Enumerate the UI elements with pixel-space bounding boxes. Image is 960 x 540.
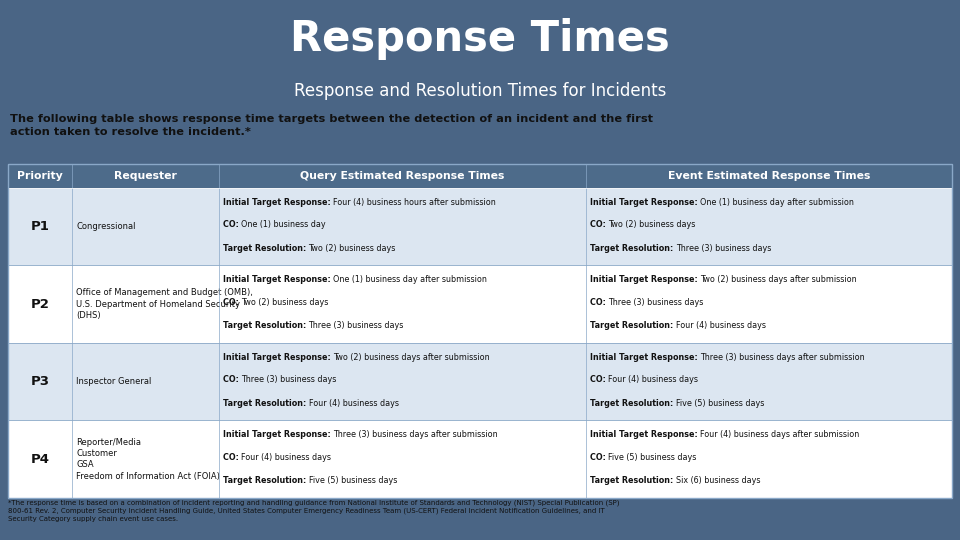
Text: CO:: CO: — [223, 453, 241, 462]
Text: CO:: CO: — [589, 220, 609, 229]
Text: P3: P3 — [31, 375, 50, 388]
Text: The following table shows response time targets between the detection of an inci: The following table shows response time … — [10, 114, 653, 137]
Text: Two (2) business days after submission: Two (2) business days after submission — [700, 275, 857, 284]
Text: Target Resolution:: Target Resolution: — [589, 244, 676, 253]
Text: Target Resolution:: Target Resolution: — [589, 476, 676, 485]
Text: Initial Target Response:: Initial Target Response: — [223, 430, 333, 440]
Text: Four (4) business days: Four (4) business days — [308, 399, 398, 408]
Text: CO:: CO: — [223, 220, 241, 229]
Text: Initial Target Response:: Initial Target Response: — [589, 353, 700, 362]
Text: One (1) business day after submission: One (1) business day after submission — [700, 198, 854, 207]
Text: P1: P1 — [31, 220, 50, 233]
Bar — [8, 164, 952, 188]
Text: Five (5) business days: Five (5) business days — [676, 399, 764, 408]
Text: Two (2) business days: Two (2) business days — [241, 298, 328, 307]
Text: Event Estimated Response Times: Event Estimated Response Times — [668, 171, 871, 181]
Text: Priority: Priority — [17, 171, 63, 181]
Text: P4: P4 — [31, 453, 50, 465]
Text: Six (6) business days: Six (6) business days — [676, 476, 760, 485]
Text: Two (2) business days after submission: Two (2) business days after submission — [333, 353, 490, 362]
Text: Four (4) business hours after submission: Four (4) business hours after submission — [333, 198, 495, 207]
Text: Three (3) business days after submission: Three (3) business days after submission — [700, 353, 865, 362]
Text: Office of Management and Budget (OMB),
U.S. Department of Homeland Security
(DHS: Office of Management and Budget (OMB), U… — [76, 288, 253, 320]
Text: CO:: CO: — [223, 375, 241, 384]
Bar — [8, 188, 952, 265]
Text: Three (3) business days: Three (3) business days — [676, 244, 771, 253]
Text: CO:: CO: — [223, 298, 241, 307]
Bar — [8, 265, 952, 343]
Text: Inspector General: Inspector General — [76, 377, 152, 386]
Text: Query Estimated Response Times: Query Estimated Response Times — [300, 171, 504, 181]
Text: Four (4) business days: Four (4) business days — [609, 375, 698, 384]
Text: Four (4) business days: Four (4) business days — [241, 453, 331, 462]
Text: P2: P2 — [31, 298, 50, 310]
Text: Three (3) business days: Three (3) business days — [609, 298, 704, 307]
Text: Target Resolution:: Target Resolution: — [589, 321, 676, 330]
Text: Initial Target Response:: Initial Target Response: — [589, 198, 700, 207]
Text: Initial Target Response:: Initial Target Response: — [589, 430, 700, 440]
Text: Three (3) business days: Three (3) business days — [308, 321, 404, 330]
Text: Target Resolution:: Target Resolution: — [223, 244, 308, 253]
Text: CO:: CO: — [589, 375, 609, 384]
Text: Three (3) business days: Three (3) business days — [241, 375, 337, 384]
Bar — [8, 421, 952, 498]
Text: Five (5) business days: Five (5) business days — [609, 453, 697, 462]
Bar — [8, 164, 952, 498]
Text: CO:: CO: — [589, 298, 609, 307]
Text: Three (3) business days after submission: Three (3) business days after submission — [333, 430, 497, 440]
Text: Target Resolution:: Target Resolution: — [223, 476, 308, 485]
Text: Requester: Requester — [114, 171, 177, 181]
Text: Response Times: Response Times — [290, 18, 670, 60]
Text: Initial Target Response:: Initial Target Response: — [223, 275, 333, 284]
Text: Target Resolution:: Target Resolution: — [589, 399, 676, 408]
Text: One (1) business day after submission: One (1) business day after submission — [333, 275, 487, 284]
Text: Initial Target Response:: Initial Target Response: — [223, 353, 333, 362]
Text: One (1) business day: One (1) business day — [241, 220, 325, 229]
Text: *The response time is based on a combination of incident reporting and handling : *The response time is based on a combina… — [8, 500, 619, 522]
Bar — [8, 343, 952, 421]
Text: Two (2) business days: Two (2) business days — [308, 244, 396, 253]
Text: Response and Resolution Times for Incidents: Response and Resolution Times for Incide… — [294, 82, 666, 100]
Text: Four (4) business days: Four (4) business days — [676, 321, 766, 330]
Text: Two (2) business days: Two (2) business days — [609, 220, 696, 229]
Text: Initial Target Response:: Initial Target Response: — [589, 275, 700, 284]
Text: Four (4) business days after submission: Four (4) business days after submission — [700, 430, 859, 440]
Text: Reporter/Media
Customer
GSA
Freedom of Information Act (FOIA): Reporter/Media Customer GSA Freedom of I… — [76, 437, 220, 481]
Text: Target Resolution:: Target Resolution: — [223, 399, 308, 408]
Text: Target Resolution:: Target Resolution: — [223, 321, 308, 330]
Text: Initial Target Response:: Initial Target Response: — [223, 198, 333, 207]
Text: CO:: CO: — [589, 453, 609, 462]
Text: Congressional: Congressional — [76, 222, 135, 231]
Text: Five (5) business days: Five (5) business days — [308, 476, 396, 485]
